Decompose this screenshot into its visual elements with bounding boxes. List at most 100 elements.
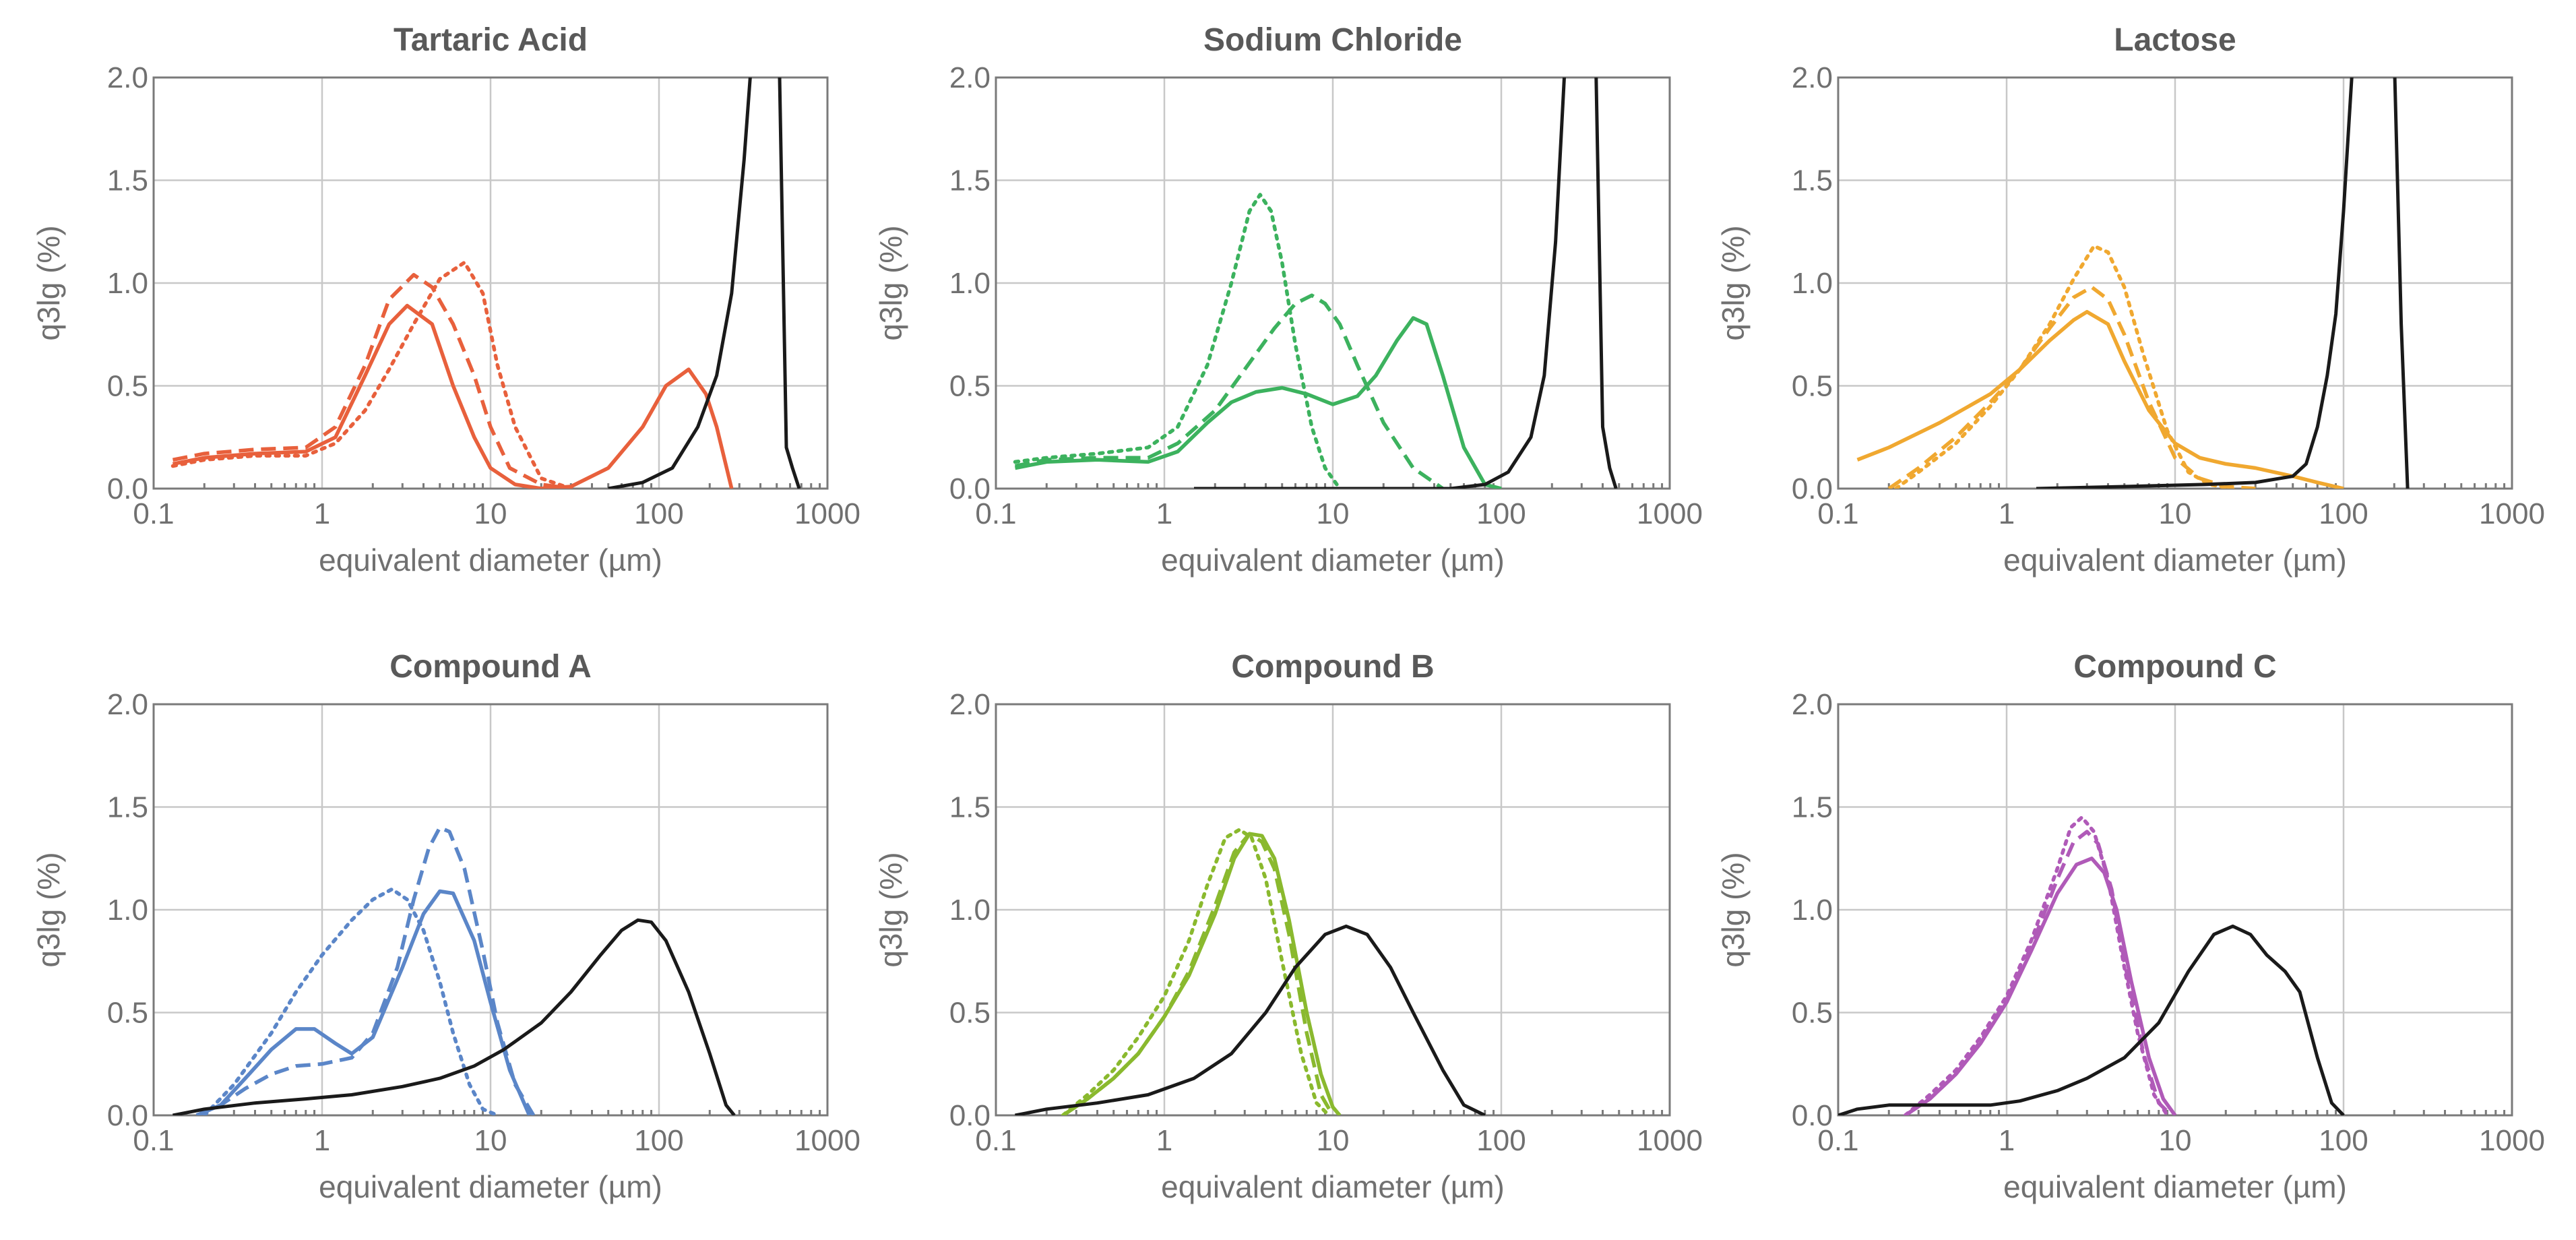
y-tick-label: 1.5	[949, 164, 991, 197]
y-axis-label: q3lg (%)	[873, 225, 908, 340]
plot-frame	[152, 76, 829, 490]
y-tick-label: 0.0	[1792, 472, 1833, 505]
x-axis-label: equivalent diameter (µm)	[2003, 542, 2347, 578]
x-tick-label: 1	[1999, 497, 2015, 530]
x-tick-label: 10	[2159, 497, 2192, 530]
x-tick-label: 10	[1317, 497, 1350, 530]
series-line-purple-solid	[1904, 857, 2177, 1115]
chart-title: Sodium Chloride	[1203, 22, 1462, 58]
x-tick-label: 1	[1156, 497, 1172, 530]
y-tick-label: 2.0	[949, 688, 991, 721]
y-tick-label: 0.0	[949, 1099, 991, 1132]
x-tick-label: 10	[474, 497, 507, 530]
chart-title: Tartaric Acid	[394, 22, 588, 58]
x-tick-label: 10	[1317, 1124, 1350, 1157]
x-tick-label: 1000	[2479, 497, 2545, 530]
y-tick-label: 1.5	[949, 791, 991, 824]
y-tick-label: 0.0	[107, 1099, 148, 1132]
chart-panel: 0.1 1 10 100 1000 0.0 0.5 1.0 1.5 2.0 Compound C eq…	[1716, 649, 2545, 1204]
series-line-black-solid	[1194, 78, 1618, 489]
y-tick-label: 1.5	[107, 791, 148, 824]
plot-frame	[1837, 76, 2513, 490]
x-tick-label: 100	[2319, 1124, 2368, 1157]
series-line-green-solid	[1014, 316, 1502, 489]
x-tick-label: 1	[314, 497, 330, 530]
y-tick-label: 0.5	[949, 997, 991, 1030]
x-tick-label: 1	[1156, 1124, 1172, 1157]
x-axis-label: equivalent diameter (µm)	[319, 542, 662, 578]
chart-panel: 0.1 1 10 100 1000 0.0 0.5 1.0 1.5 2.0 Tartaric Aci…	[31, 22, 860, 578]
x-tick-label: 10	[2159, 1124, 2192, 1157]
y-tick-label: 1.0	[949, 894, 991, 927]
series-line-black-solid	[608, 78, 801, 489]
y-tick-label: 0.0	[1792, 1099, 1833, 1132]
x-tick-label: 1	[314, 1124, 330, 1157]
x-tick-label: 0.1	[975, 1124, 1016, 1157]
series-line-blue-solid	[195, 889, 532, 1115]
chart-panel: 0.1 1 10 100 1000 0.0 0.5 1.0 1.5 2.0 Compound B eq…	[873, 649, 1703, 1204]
x-tick-label: 100	[2319, 497, 2368, 530]
x-tick-label: 0.1	[133, 497, 174, 530]
y-tick-label: 1.0	[1792, 894, 1833, 927]
series-line-gold-dotted	[1893, 244, 2235, 489]
series-line-orange-solid	[172, 303, 734, 489]
series-line-blue-dotted	[202, 887, 500, 1115]
chart-title: Compound B	[1231, 649, 1434, 685]
x-tick-label: 100	[634, 1124, 683, 1157]
x-axis-label: equivalent diameter (µm)	[319, 1169, 662, 1204]
chart-title: Compound C	[2073, 649, 2276, 685]
y-axis-label: q3lg (%)	[873, 852, 908, 967]
plot-frame	[152, 703, 829, 1117]
y-tick-label: 0.5	[949, 370, 991, 403]
y-axis-label: q3lg (%)	[31, 852, 66, 967]
x-tick-label: 0.1	[133, 1124, 174, 1157]
y-tick-label: 0.0	[107, 472, 148, 505]
y-axis-label: q3lg (%)	[1716, 225, 1751, 340]
y-tick-label: 2.0	[1792, 688, 1833, 721]
series-line-black-solid	[1838, 924, 2345, 1115]
series-line-purple-dotted	[1903, 815, 2170, 1115]
y-tick-label: 1.0	[1792, 267, 1833, 300]
series-line-gold-solid	[1856, 309, 2344, 489]
series-line-gold-dashed	[1887, 285, 2256, 489]
y-tick-label: 2.0	[1792, 61, 1833, 94]
chart-panel: 0.1 1 10 100 1000 0.0 0.5 1.0 1.5 2.0 Sodium Chlor…	[873, 22, 1703, 578]
x-tick-label: 100	[1476, 1124, 1526, 1157]
x-tick-label: 0.1	[1817, 497, 1858, 530]
y-tick-label: 1.5	[107, 164, 148, 197]
y-tick-label: 0.5	[107, 370, 148, 403]
y-tick-label: 1.0	[949, 267, 991, 300]
series-group	[172, 826, 736, 1115]
x-tick-label: 1000	[1637, 497, 1703, 530]
x-tick-label: 100	[634, 497, 683, 530]
x-tick-label: 100	[1476, 497, 1526, 530]
series-group	[170, 78, 801, 489]
y-tick-label: 1.0	[107, 894, 148, 927]
x-tick-label: 1	[1999, 1124, 2015, 1157]
y-tick-label: 2.0	[107, 61, 148, 94]
series-line-blue-dashed	[195, 826, 536, 1115]
y-axis-label: q3lg (%)	[31, 225, 66, 340]
x-axis-label: equivalent diameter (µm)	[2003, 1169, 2347, 1204]
series-line-black-solid	[2036, 78, 2410, 489]
x-tick-label: 1000	[2479, 1124, 2545, 1157]
chart-panel: 0.1 1 10 100 1000 0.0 0.5 1.0 1.5 2.0 Compound A eq…	[31, 649, 860, 1204]
series-group	[1013, 78, 1618, 489]
series-group	[1856, 78, 2410, 489]
x-tick-label: 10	[474, 1124, 507, 1157]
x-axis-label: equivalent diameter (µm)	[1161, 1169, 1505, 1204]
y-tick-label: 0.5	[1792, 370, 1833, 403]
y-tick-label: 0.0	[949, 472, 991, 505]
x-tick-label: 1000	[794, 497, 860, 530]
y-tick-label: 0.5	[1792, 997, 1833, 1030]
x-tick-label: 1000	[794, 1124, 860, 1157]
series-line-green-dotted	[1013, 193, 1342, 489]
chart-title: Lactose	[2114, 22, 2236, 58]
series-group	[1015, 828, 1486, 1115]
y-tick-label: 1.5	[1792, 791, 1833, 824]
chart-panel: 0.1 1 10 100 1000 0.0 0.5 1.0 1.5 2.0 Lactose equiv…	[1716, 22, 2545, 578]
x-tick-label: 1000	[1637, 1124, 1703, 1157]
y-tick-label: 1.5	[1792, 164, 1833, 197]
y-tick-label: 2.0	[949, 61, 991, 94]
